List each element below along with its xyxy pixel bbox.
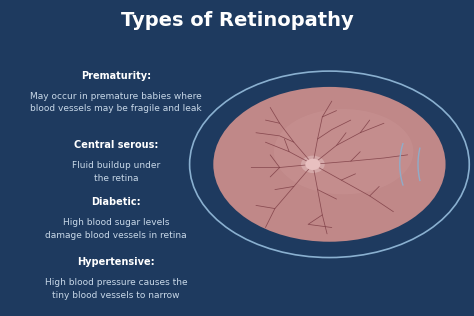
Text: High blood sugar levels
damage blood vessels in retina: High blood sugar levels damage blood ves… [46, 218, 187, 240]
Ellipse shape [213, 87, 446, 242]
Ellipse shape [274, 109, 413, 194]
Text: Central serous:: Central serous: [74, 140, 158, 150]
Text: May occur in premature babies where
blood vessels may be fragile and leak: May occur in premature babies where bloo… [30, 92, 202, 113]
Ellipse shape [301, 156, 325, 173]
Text: Hypertensive:: Hypertensive: [77, 257, 155, 267]
Text: Fluid buildup under
the retina: Fluid buildup under the retina [72, 161, 160, 183]
Text: High blood pressure causes the
tiny blood vessels to narrow: High blood pressure causes the tiny bloo… [45, 278, 187, 300]
Ellipse shape [305, 159, 320, 170]
Text: Diabetic:: Diabetic: [91, 197, 141, 207]
Text: Types of Retinopathy: Types of Retinopathy [120, 11, 354, 30]
Text: Prematurity:: Prematurity: [81, 71, 151, 81]
